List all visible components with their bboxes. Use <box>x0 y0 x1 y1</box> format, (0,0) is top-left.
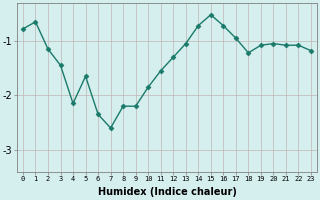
X-axis label: Humidex (Indice chaleur): Humidex (Indice chaleur) <box>98 187 236 197</box>
